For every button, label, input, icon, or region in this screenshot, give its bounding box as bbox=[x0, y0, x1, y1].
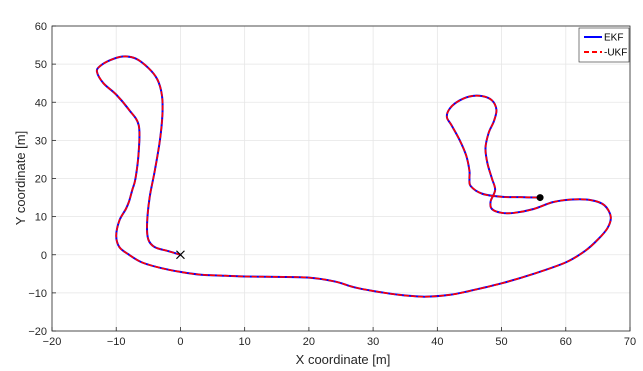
end-marker bbox=[536, 194, 544, 202]
x-tick-label: 50 bbox=[495, 336, 507, 348]
y-tick-label: −10 bbox=[28, 288, 47, 300]
x-tick-label: −20 bbox=[43, 336, 62, 348]
legend-label-ukf: -UKF bbox=[604, 48, 627, 59]
x-tick-label: 20 bbox=[303, 336, 315, 348]
x-tick-label: −10 bbox=[107, 336, 126, 348]
x-axis-title: X coordinate [m] bbox=[296, 352, 391, 367]
marker-layer bbox=[176, 194, 544, 260]
x-tick-label: 40 bbox=[431, 336, 443, 348]
x-tick-label: 30 bbox=[367, 336, 379, 348]
y-axis-title: Y coordinate [m] bbox=[13, 131, 28, 225]
legend-box bbox=[578, 27, 630, 63]
y-tick-label: 50 bbox=[35, 59, 47, 71]
x-tick-label: 0 bbox=[177, 336, 183, 348]
x-tick-label: 70 bbox=[624, 336, 636, 348]
series-layer bbox=[95, 55, 612, 298]
y-tick-label: 20 bbox=[35, 174, 47, 186]
x-tick-label: 10 bbox=[239, 336, 251, 348]
series-line-ukf bbox=[96, 55, 612, 298]
y-tick-label: 30 bbox=[35, 135, 47, 147]
y-tick-label: 0 bbox=[41, 250, 47, 262]
axis-ticks: −20 −10 0 10 20 30 40 50 60 70 −20 −10 0 10 20 30 40 50 60 bbox=[28, 21, 636, 348]
start-marker bbox=[176, 250, 185, 260]
y-tick-label: 10 bbox=[35, 212, 47, 224]
x-tick-label: 60 bbox=[560, 336, 572, 348]
legend-label-ekf: EKF bbox=[604, 33, 623, 44]
legend: EKF -UKF bbox=[578, 27, 630, 63]
y-tick-label: −20 bbox=[28, 326, 47, 338]
y-tick-label: 60 bbox=[35, 21, 47, 33]
y-tick-label: 40 bbox=[35, 97, 47, 109]
